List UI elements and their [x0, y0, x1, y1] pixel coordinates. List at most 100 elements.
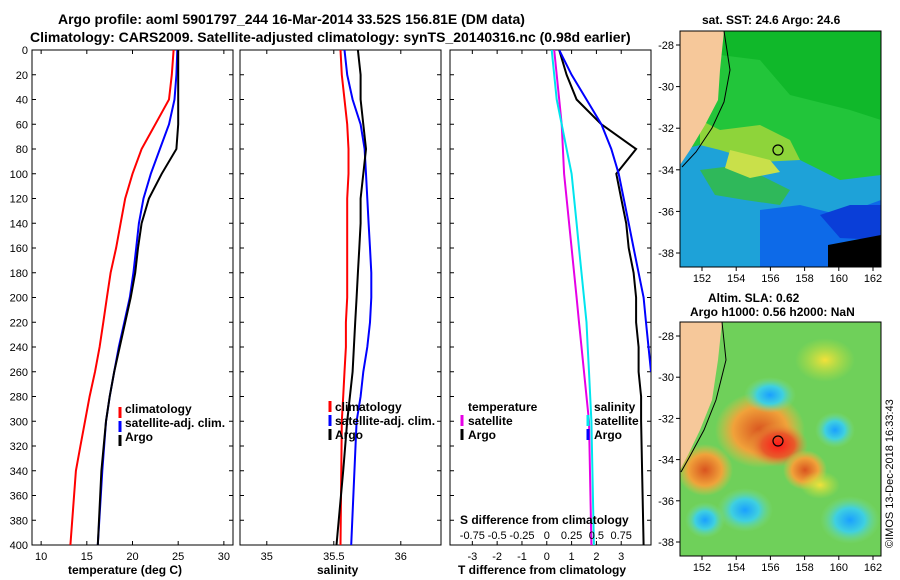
map-latitude-label: -30 — [658, 82, 674, 94]
sla-map-frame — [679, 321, 882, 557]
depth-tick-label: 180 — [10, 268, 28, 280]
sla-yellow-area — [795, 338, 855, 382]
sla-cold-eddy-southeast — [820, 496, 880, 544]
depth-tick-label: 200 — [10, 293, 28, 305]
series-line-temperature-argo — [558, 50, 645, 545]
x-tick-label: 25 — [172, 551, 184, 563]
map-latitude-label: -36 — [658, 496, 674, 508]
temperature-xlabel: temperature (deg C) — [68, 563, 182, 577]
map-latitude-label: -34 — [658, 455, 674, 467]
depth-tick-label: 120 — [10, 194, 28, 206]
series-line-temperature-satellite — [553, 50, 593, 545]
sla-cold-eddy-southwest — [685, 502, 725, 538]
depth-tick-label: 160 — [10, 243, 28, 255]
difference-series — [550, 50, 651, 545]
x-tick-label: 30 — [218, 551, 230, 563]
sla-cold-eddy-north — [744, 377, 796, 413]
series-line-satellite-adj-clim- — [96, 50, 179, 545]
map-longitude-label: 158 — [795, 562, 813, 574]
secondary-x-tick-label: 0.5 — [589, 530, 604, 542]
series-line-satellite-adj-clim- — [343, 50, 373, 545]
series-line-salinity-satellite — [550, 50, 595, 545]
map-latitude-label: -28 — [658, 331, 674, 343]
temperature-panel-frame — [31, 49, 234, 546]
map-longitude-label: 156 — [761, 562, 779, 574]
legend-climatology: climatology — [125, 402, 192, 416]
depth-tick-label: 80 — [16, 144, 28, 156]
depth-tick-label: 340 — [10, 466, 28, 478]
depth-tick-label: 0 — [22, 45, 28, 57]
depth-tick-label: 140 — [10, 218, 28, 230]
map-latitude-label: -32 — [658, 123, 674, 135]
legend-argo: Argo — [335, 428, 363, 442]
map-longitude-label: 162 — [864, 562, 882, 574]
x-tick-label: 0 — [544, 551, 550, 563]
map-latitude-label: -38 — [658, 537, 674, 549]
sla-cold-eddy-east — [815, 412, 855, 448]
difference-x-axis: -3 -2 -1 0 1 2 3 — [467, 50, 624, 563]
x-tick-label: 20 — [126, 551, 138, 563]
map-latitude-label: -32 — [658, 413, 674, 425]
x-tick-label: -1 — [517, 551, 527, 563]
difference-panel-frame — [449, 49, 652, 546]
map-longitude-label: 158 — [795, 273, 813, 285]
sst-map-axes: -28 -30 -32 -34 -36 -38 152 154 156 158 160 162 — [658, 40, 882, 285]
depth-tick-label: 300 — [10, 416, 28, 428]
map-longitude-label: 160 — [830, 562, 848, 574]
sst-land-australia — [680, 31, 724, 165]
secondary-x-tick-label: 0.75 — [611, 530, 632, 542]
secondary-x-tick-label: 0.25 — [561, 530, 582, 542]
legend-salinity-argo: Argo — [594, 428, 622, 442]
sla-map-title-1: Altim. SLA: 0.62 — [708, 291, 800, 305]
temperature-series — [69, 50, 180, 545]
depth-tick-label: 400 — [10, 540, 28, 552]
salinity-legend: climatology satellite-adj. clim. Argo — [328, 400, 435, 442]
depth-axis: 0 20 40 60 80 100 120 140 160 180 200 220 240 260 280 3… — [10, 45, 651, 552]
sla-map-axes: -28 -30 -32 -34 -36 -38 152 154 156 158 160 162 — [658, 331, 882, 574]
depth-tick-label: 380 — [10, 515, 28, 527]
sla-land-australia — [680, 322, 722, 470]
sla-coastline — [680, 322, 727, 473]
series-line-climatology — [339, 50, 350, 545]
legend-temperature: temperature — [468, 400, 538, 414]
sst-map — [680, 31, 881, 267]
temperature-legend: climatology satellite-adj. clim. Argo — [118, 402, 225, 446]
legend-temperature-satellite: satellite — [468, 414, 513, 428]
map-longitude-label: 152 — [693, 273, 711, 285]
depth-tick-label: 280 — [10, 392, 28, 404]
series-line-salinity-argo — [558, 50, 651, 372]
series-line-argo — [335, 50, 368, 545]
map-longitude-label: 160 — [830, 273, 848, 285]
sla-yellow-area-south — [800, 471, 840, 499]
difference-xlabel: T difference from climatology — [458, 563, 626, 577]
depth-tick-label: 240 — [10, 342, 28, 354]
sst-argo-location-marker — [772, 144, 784, 156]
map-longitude-label: 156 — [761, 273, 779, 285]
x-tick-label: 15 — [81, 551, 93, 563]
depth-tick-label: 20 — [16, 70, 28, 82]
difference-legend-right: salinity satellite Argo — [586, 400, 639, 442]
sst-no-data — [828, 235, 881, 267]
sla-cold-eddy-south — [717, 488, 773, 532]
depth-tick-label: 320 — [10, 441, 28, 453]
salinity-xlabel: salinity — [317, 563, 359, 577]
depth-tick-label: 40 — [16, 95, 28, 107]
legend-temperature-argo: Argo — [468, 428, 496, 442]
sst-deep-blue — [820, 205, 881, 240]
x-tick-label: 3 — [618, 551, 624, 563]
sst-warm-band — [700, 31, 881, 120]
map-latitude-label: -36 — [658, 206, 674, 218]
sst-coastline — [681, 31, 731, 168]
map-latitude-label: -30 — [658, 372, 674, 384]
salinity-x-axis: 35 35.5 36 — [261, 50, 407, 563]
secondary-x-tick-label: -0.5 — [488, 530, 507, 542]
sla-map — [680, 322, 881, 556]
legend-climatology: climatology — [335, 400, 402, 414]
sla-argo-location-marker — [772, 435, 784, 447]
map-longitude-label: 162 — [864, 273, 882, 285]
map-longitude-label: 154 — [727, 562, 745, 574]
x-tick-label: -2 — [492, 551, 502, 563]
x-tick-label: 35 — [261, 551, 273, 563]
secondary-x-tick-label: -0.75 — [460, 530, 485, 542]
difference-legend-left: temperature satellite Argo — [460, 400, 538, 442]
